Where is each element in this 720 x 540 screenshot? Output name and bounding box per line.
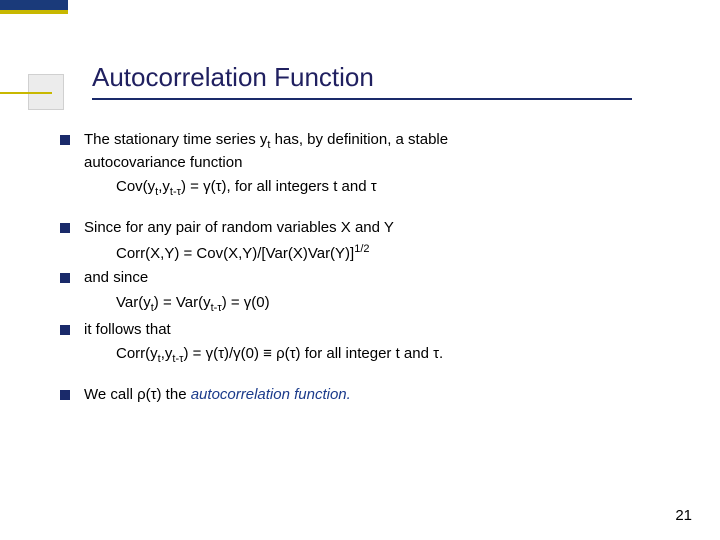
bullet-5: We call ρ(τ) the autocorrelation functio… <box>60 385 680 405</box>
corner-decoration <box>0 0 68 120</box>
bullet-3-formula: Var(yt) = Var(yt-τ) = γ(0) <box>60 293 680 316</box>
bullet-2: Since for any pair of random variables X… <box>60 218 680 238</box>
f2-a: Corr(X,Y) = Cov(X,Y)/[Var(X)Var(Y)] <box>116 245 354 262</box>
sub-ttau3: t-τ <box>172 353 183 365</box>
deco-bar-gold <box>0 10 68 14</box>
slide-body: The stationary time series yt has, by de… <box>60 130 680 409</box>
title-underline <box>92 98 632 100</box>
b5-term: autocorrelation function. <box>191 386 351 403</box>
b3-text: and since <box>84 269 148 286</box>
b1-text-a: The stationary time series y <box>84 131 267 148</box>
b1-text-c: autocovariance function <box>84 154 242 171</box>
b4-text: it follows that <box>84 321 171 338</box>
f1-c: ) = γ(τ), for all integers t and τ <box>181 178 377 195</box>
sub-ttau: t-τ <box>170 186 181 198</box>
f3-a: Var(y <box>116 294 151 311</box>
bullet-3: and since <box>60 268 680 288</box>
bullet-2-formula: Corr(X,Y) = Cov(X,Y)/[Var(X)Var(Y)]1/2 <box>60 242 680 264</box>
f1-a: Cov(y <box>116 178 155 195</box>
deco-bar-dark <box>0 0 68 10</box>
sup-half: 1/2 <box>354 243 369 255</box>
f4-b: ,y <box>161 345 173 362</box>
b2-text: Since for any pair of random variables X… <box>84 219 394 236</box>
deco-line-gold <box>0 92 52 94</box>
f4-a: Corr(y <box>116 345 158 362</box>
b5-a: We call ρ(τ) the <box>84 386 191 403</box>
f3-c: ) = γ(0) <box>222 294 270 311</box>
bullet-4: it follows that <box>60 320 680 340</box>
b1-text-b: has, by definition, a stable <box>270 131 448 148</box>
f4-c: ) = γ(τ)/γ(0) ≡ ρ(τ) for all integer t a… <box>183 345 443 362</box>
f1-b: ,y <box>158 178 170 195</box>
f3-b: ) = Var(y <box>154 294 211 311</box>
slide-title: Autocorrelation Function <box>92 62 374 93</box>
bullet-4-formula: Corr(yt,yt-τ) = γ(τ)/γ(0) ≡ ρ(τ) for all… <box>60 344 680 367</box>
bullet-1: The stationary time series yt has, by de… <box>60 130 680 173</box>
bullet-1-formula: Cov(yt,yt-τ) = γ(τ), for all integers t … <box>60 177 680 200</box>
page-number: 21 <box>675 507 692 524</box>
sub-ttau2: t-τ <box>211 302 222 314</box>
